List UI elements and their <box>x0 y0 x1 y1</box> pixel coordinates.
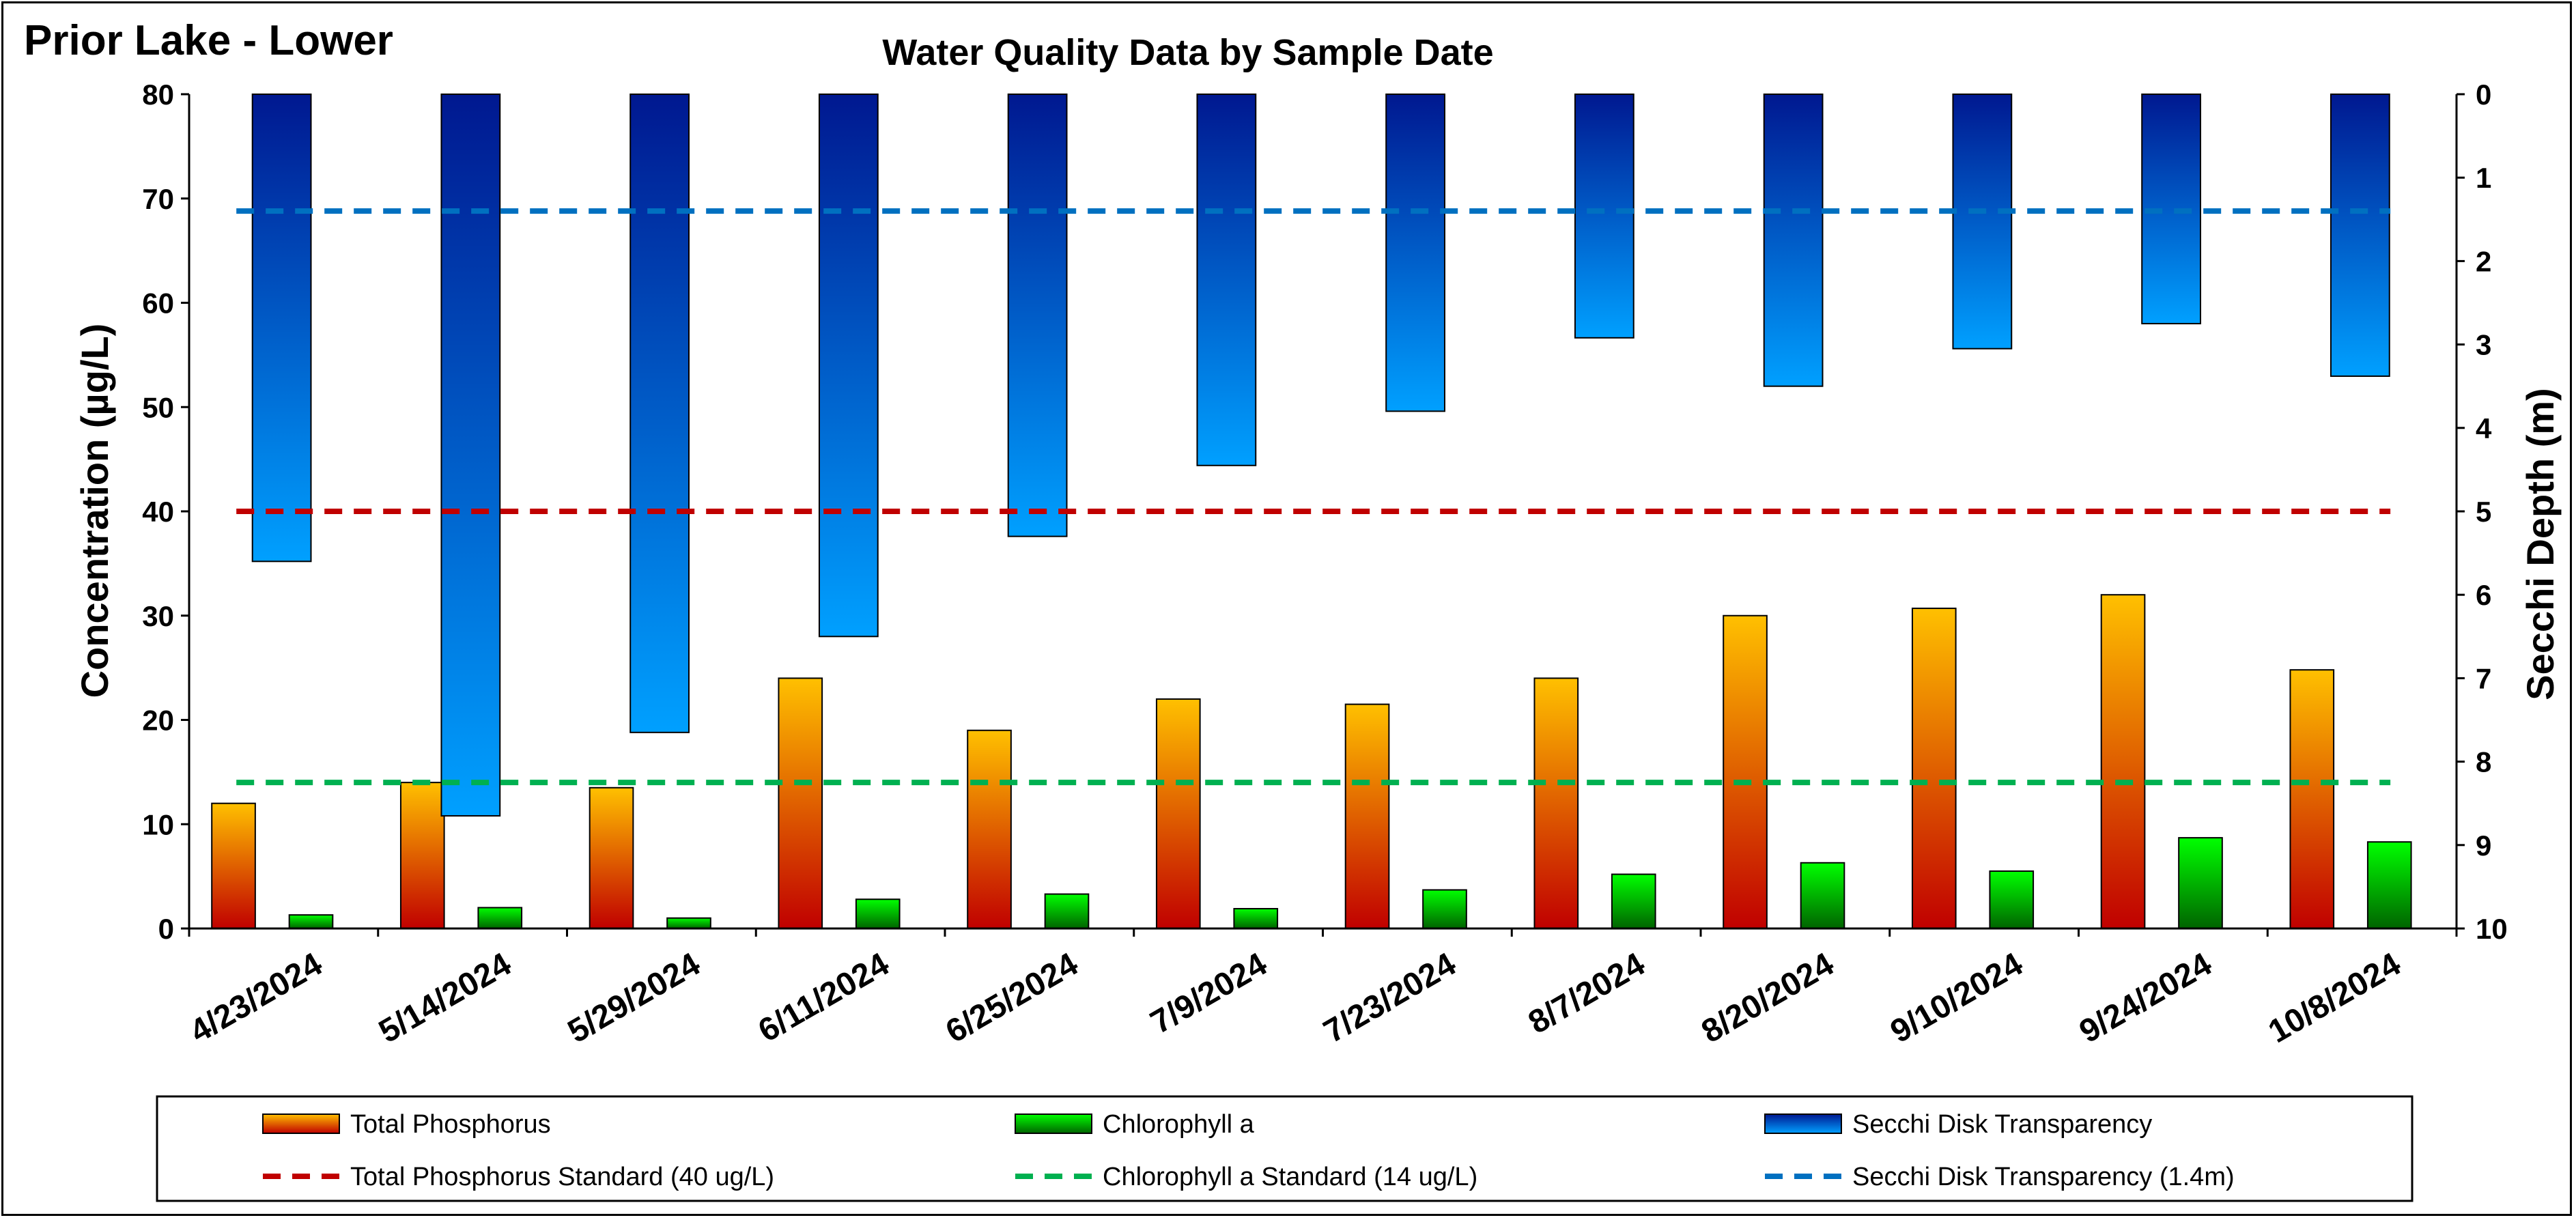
bar-secchi-transparency <box>2330 94 2390 378</box>
y-tick-label: 30 <box>142 600 174 632</box>
y-tick-label: 60 <box>142 287 174 320</box>
bar-chlorophyll-a <box>1989 870 2035 930</box>
y-tick-label: 80 <box>142 79 174 111</box>
bar-secchi-transparency <box>1952 94 2013 350</box>
chart-title: Water Quality Data by Sample Date <box>882 32 1493 73</box>
legend-label-total-phosphorus: Total Phosphorus <box>350 1110 551 1139</box>
bar-secchi-transparency <box>1007 94 1068 537</box>
bar-total-phosphorus <box>1533 677 1579 930</box>
y2-tick-label: 0 <box>2476 79 2491 111</box>
y-tick-label: 0 <box>158 913 174 945</box>
y2-tick-label: 2 <box>2476 245 2491 277</box>
y2-tick-label: 6 <box>2476 579 2491 611</box>
bar-secchi-transparency <box>440 94 501 817</box>
x-tick-label: 5/29/2024 <box>562 946 707 1050</box>
bar-chlorophyll-a <box>2366 841 2412 930</box>
y2-axis-label: Secchi Depth (m) <box>2519 388 2562 700</box>
y2-tick-label: 8 <box>2476 746 2491 778</box>
legend-swatch-total-phosphorus <box>262 1113 340 1134</box>
plot-area <box>211 94 2412 930</box>
bar-secchi-transparency <box>1196 94 1257 466</box>
y2-tick-label: 7 <box>2476 662 2491 694</box>
x-tick-label: 6/11/2024 <box>752 946 895 1049</box>
bar-chlorophyll-a <box>1800 862 1845 929</box>
x-tick-label: 9/10/2024 <box>1884 946 2029 1050</box>
y2-tick-label: 3 <box>2476 329 2491 361</box>
bar-total-phosphorus <box>1911 608 1957 929</box>
bar-secchi-transparency <box>818 94 879 638</box>
y-tick-label: 40 <box>142 496 174 528</box>
bar-total-phosphorus <box>1344 703 1390 930</box>
bar-chlorophyll-a <box>1611 873 1656 929</box>
legend-swatch-secchi-disk-transparency <box>1764 1113 1842 1134</box>
bar-secchi-transparency <box>1385 94 1446 412</box>
y2-tick-label: 9 <box>2476 829 2491 862</box>
bar-total-phosphorus <box>589 786 634 929</box>
x-tick-label: 7/23/2024 <box>1318 946 1462 1050</box>
y2-tick-label: 10 <box>2476 913 2508 945</box>
bar-chlorophyll-a <box>855 898 901 929</box>
legend-label-chlorophyll-a-standard-standard: Chlorophyll a Standard (14 ug/L) <box>1103 1163 1477 1191</box>
y-tick-label: 70 <box>142 183 174 215</box>
x-tick-label: 8/7/2024 <box>1523 946 1652 1040</box>
corner-title: Prior Lake - Lower <box>24 17 393 64</box>
legend-label-secchi-disk-transparency-standard: Secchi Disk Transparency (1.4m) <box>1852 1163 2235 1191</box>
y2-tick-label: 4 <box>2476 412 2492 444</box>
bar-secchi-transparency <box>251 94 312 563</box>
bar-total-phosphorus <box>2289 669 2335 929</box>
x-tick-label: 9/24/2024 <box>2073 946 2218 1050</box>
bar-chlorophyll-a <box>2178 837 2223 930</box>
y-tick-label: 10 <box>142 808 174 840</box>
bar-secchi-transparency <box>1574 94 1634 339</box>
x-tick-label: 8/20/2024 <box>1695 946 1840 1050</box>
x-tick-label: 4/23/2024 <box>184 946 328 1050</box>
y-axis-label: Concentration (µg/L) <box>73 324 116 698</box>
bar-chlorophyll-a <box>288 914 334 929</box>
bar-secchi-transparency <box>1763 94 1824 387</box>
bar-chlorophyll-a <box>1044 893 1090 930</box>
x-tick-label: 6/25/2024 <box>939 946 1084 1050</box>
legend: Total Phosphorus Chlorophyll a Secchi Disk… <box>156 1095 2414 1202</box>
bar-total-phosphorus <box>2100 594 2146 929</box>
bar-total-phosphorus <box>1155 698 1201 929</box>
bar-total-phosphorus <box>778 677 823 930</box>
legend-box <box>156 1095 2414 1202</box>
bar-total-phosphorus <box>399 782 445 930</box>
x-tick-label: 5/14/2024 <box>373 946 518 1050</box>
legend-label-total-phosphorus-standard-standard: Total Phosphorus Standard (40 ug/L) <box>350 1163 774 1191</box>
bar-total-phosphorus <box>1723 614 1768 929</box>
legend-swatch-chlorophyll-a <box>1015 1113 1092 1134</box>
legend-label-secchi-disk-transparency: Secchi Disk Transparency <box>1852 1110 2152 1139</box>
y2-tick-label: 5 <box>2476 496 2491 528</box>
x-tick-label: 7/9/2024 <box>1144 946 1273 1040</box>
x-tick-label: 10/8/2024 <box>2263 946 2407 1050</box>
bar-chlorophyll-a <box>477 907 523 929</box>
y-tick-label: 50 <box>142 391 174 423</box>
bar-chlorophyll-a <box>666 917 711 929</box>
bar-chlorophyll-a <box>1422 889 1467 930</box>
bar-chlorophyll-a <box>1233 907 1279 930</box>
bar-secchi-transparency <box>629 94 690 733</box>
y2-tick-label: 1 <box>2476 162 2491 194</box>
bar-total-phosphorus <box>967 729 1012 930</box>
legend-label-chlorophyll-a: Chlorophyll a <box>1103 1110 1255 1139</box>
bar-total-phosphorus <box>211 802 256 929</box>
y-tick-label: 20 <box>142 705 174 737</box>
